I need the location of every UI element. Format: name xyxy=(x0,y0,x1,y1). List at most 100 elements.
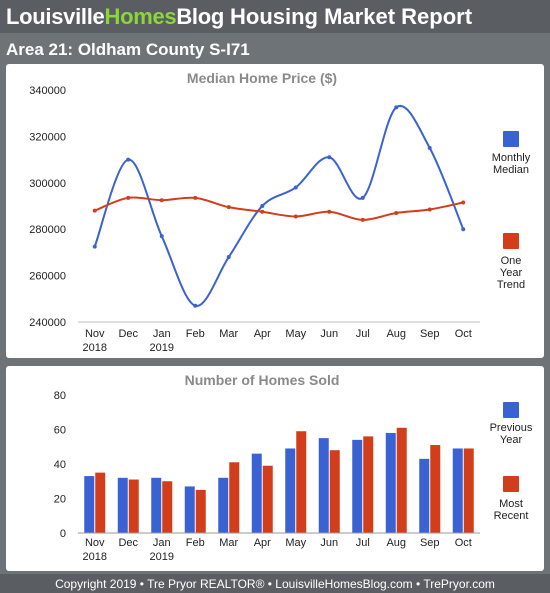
bar-most-recent xyxy=(363,436,374,533)
x-tick-label: Jan xyxy=(153,328,171,340)
x-tick-label: Apr xyxy=(254,537,271,549)
bar-previous-year xyxy=(352,439,363,533)
legend-label: Trend xyxy=(497,279,525,291)
y-tick-label: 320000 xyxy=(29,131,66,143)
header-bar: LouisvilleHomesBlog Housing Market Repor… xyxy=(0,0,550,33)
chart-title: Number of Homes Sold xyxy=(185,372,340,388)
bar-previous-year xyxy=(117,477,128,533)
x-tick-label: Jun xyxy=(320,537,338,549)
bar-most-recent xyxy=(195,489,206,533)
legend-swatch-previous-year xyxy=(503,402,519,418)
legend-swatch-monthly-median xyxy=(503,131,519,147)
bar-most-recent xyxy=(296,431,307,533)
legend-label: Median xyxy=(493,164,529,176)
bar-previous-year xyxy=(285,448,296,533)
y-tick-label: 280000 xyxy=(29,224,66,236)
data-point xyxy=(226,255,231,260)
series-line-monthly-median xyxy=(93,104,465,307)
data-point xyxy=(193,195,198,200)
legend-swatch-most-recent xyxy=(503,476,519,492)
data-point xyxy=(126,195,131,200)
median-price-panel: Median Home Price ($) 240000 260000 280000 3… xyxy=(6,64,544,358)
bar-most-recent xyxy=(162,481,173,533)
legend-label: Year xyxy=(500,267,523,279)
x-tick-label: Nov xyxy=(85,537,105,549)
y-tick-label: 240000 xyxy=(29,317,66,329)
x-tick-label: Nov xyxy=(85,328,105,340)
x-tick-label: May xyxy=(285,328,306,340)
data-point xyxy=(193,303,198,308)
legend-label: Previous xyxy=(490,422,533,434)
data-point xyxy=(360,195,365,200)
bar-previous-year xyxy=(84,476,95,533)
x-tick-year-label: 2018 xyxy=(83,551,107,563)
x-tick-label: Sep xyxy=(420,537,440,549)
legend-label: Recent xyxy=(494,510,529,522)
data-point xyxy=(126,157,131,162)
bar-most-recent xyxy=(430,445,441,533)
data-point xyxy=(427,207,432,212)
legend-label: One xyxy=(501,255,522,267)
bar-most-recent xyxy=(262,465,273,533)
data-point xyxy=(360,217,365,222)
x-tick-label: Sep xyxy=(420,328,440,340)
data-point xyxy=(327,155,332,160)
bar-previous-year xyxy=(151,477,162,533)
x-tick-label: Jul xyxy=(356,328,370,340)
y-tick-label: 80 xyxy=(54,390,66,402)
data-point xyxy=(92,208,97,213)
series-line-one-year-trend xyxy=(94,196,464,221)
data-point xyxy=(293,185,298,190)
data-point xyxy=(260,204,265,208)
bar-most-recent xyxy=(463,448,474,533)
bar-previous-year xyxy=(452,448,463,533)
footer-copyright: Copyright 2019 • Tre Pryor REALTOR® • Lo… xyxy=(55,577,495,591)
y-tick-label: 40 xyxy=(54,459,66,471)
x-tick-label: Jan xyxy=(153,537,171,549)
x-tick-label: Jul xyxy=(356,537,370,549)
data-point xyxy=(394,105,399,110)
x-tick-label: Feb xyxy=(186,537,205,549)
legend-label: Year xyxy=(500,434,523,446)
x-tick-year-label: 2018 xyxy=(83,342,107,354)
bar-most-recent xyxy=(229,462,240,533)
y-tick-label: 0 xyxy=(60,528,66,540)
x-tick-label: Apr xyxy=(254,328,271,340)
y-tick-label: 260000 xyxy=(29,271,66,283)
homes-sold-chart: Number of Homes Sold 0 20 40 60 80 Nov 2018 Dec J… xyxy=(54,372,533,563)
bar-previous-year xyxy=(251,453,262,533)
legend-swatch-one-year-trend xyxy=(503,233,519,249)
median-price-chart: Median Home Price ($) 240000 260000 280000 3… xyxy=(29,70,531,354)
data-point xyxy=(293,214,298,219)
bar-most-recent xyxy=(329,450,340,533)
area-title: Area 21: Oldham County S-I71 xyxy=(6,40,250,59)
data-point xyxy=(327,209,332,214)
data-point xyxy=(461,200,466,205)
legend-label: Monthly xyxy=(492,152,531,164)
x-tick-label: Mar xyxy=(219,328,238,340)
bar-previous-year xyxy=(184,486,195,533)
x-tick-label: Jun xyxy=(320,328,338,340)
x-tick-label: Aug xyxy=(386,537,406,549)
data-point xyxy=(92,244,97,249)
x-tick-label: Feb xyxy=(186,328,205,340)
bar-previous-year xyxy=(318,438,329,533)
chart-title: Median Home Price ($) xyxy=(187,70,337,86)
data-point xyxy=(226,205,231,210)
report-title: Housing Market Report xyxy=(230,4,473,29)
data-point xyxy=(260,209,265,214)
x-tick-label: Oct xyxy=(455,328,472,340)
area-bar: Area 21: Oldham County S-I71 xyxy=(0,36,550,64)
x-tick-label: Mar xyxy=(219,537,238,549)
brand-logo: LouisvilleHomesBlog xyxy=(6,4,225,29)
y-tick-label: 20 xyxy=(54,494,66,506)
x-tick-year-label: 2019 xyxy=(150,551,174,563)
data-point xyxy=(159,234,164,239)
bar-most-recent xyxy=(396,427,407,533)
x-tick-label: Oct xyxy=(455,537,472,549)
bar-previous-year xyxy=(218,477,229,533)
x-tick-label: Aug xyxy=(386,328,406,340)
footer-bar: Copyright 2019 • Tre Pryor REALTOR® • Lo… xyxy=(0,574,550,593)
x-tick-label: Dec xyxy=(118,537,138,549)
data-point xyxy=(159,198,164,203)
